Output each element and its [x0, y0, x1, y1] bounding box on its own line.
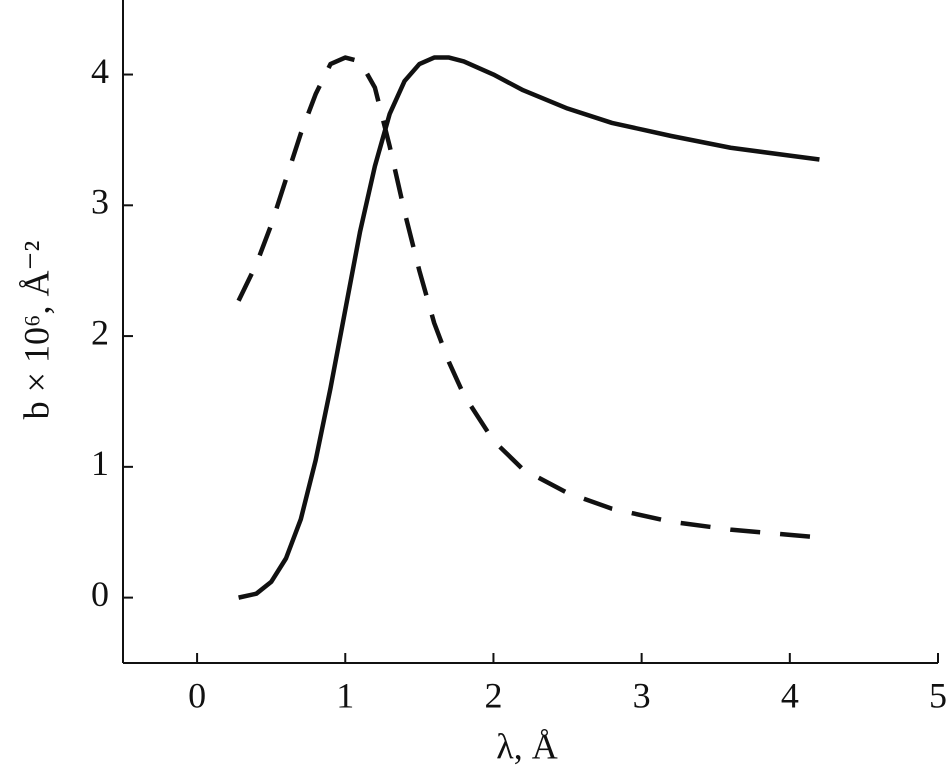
- x-tick-label: 2: [484, 675, 502, 715]
- line-series: [238, 55, 820, 600]
- y-axis-label: b × 10⁶, Å⁻²: [16, 241, 56, 420]
- y-tick-label: 1: [91, 443, 109, 483]
- y-tick-label: 3: [91, 182, 109, 222]
- x-tick-label: 4: [781, 675, 799, 715]
- x-axis-label: λ, Å: [496, 726, 557, 766]
- x-tick-label: 5: [929, 675, 947, 715]
- x-tick-label: 3: [633, 675, 651, 715]
- x-tick-label: 1: [336, 675, 354, 715]
- x-tick-label: 0: [188, 675, 206, 715]
- y-tick-label: 4: [91, 51, 109, 91]
- y-tick-label: 0: [91, 574, 109, 614]
- y-tick-label: 2: [91, 312, 109, 352]
- line-series: [236, 55, 820, 540]
